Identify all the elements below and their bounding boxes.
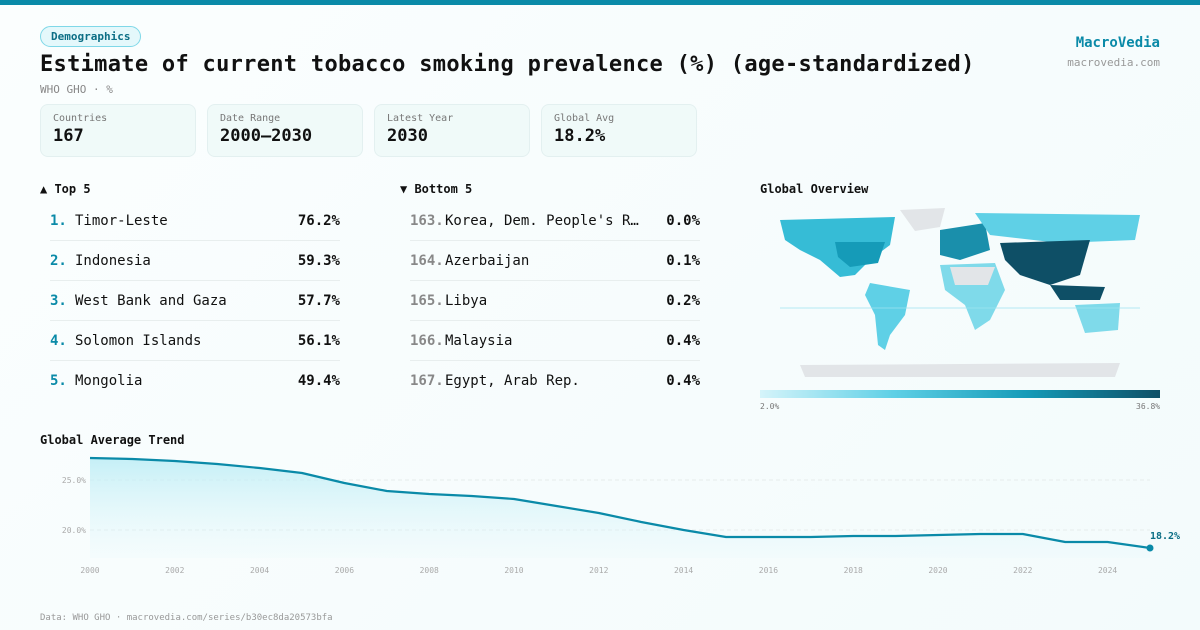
trend-heading: Global Average Trend — [40, 433, 185, 447]
map-asia — [1000, 240, 1090, 285]
stat-label: Global Avg — [554, 113, 615, 124]
x-tick-label: 2024 — [1098, 566, 1117, 575]
map-europe — [940, 223, 990, 260]
x-tick-label: 2018 — [844, 566, 863, 575]
stat-value: 18.2% — [554, 126, 606, 146]
list-item[interactable]: 1. Timor-Leste 76.2% — [50, 201, 340, 241]
rank-number: 4. — [50, 332, 67, 349]
country-value: 0.4% — [666, 332, 700, 349]
category-badge[interactable]: Demographics — [40, 26, 142, 47]
list-item[interactable]: 163. Korea, Dem. People's R… 0.0% — [410, 201, 700, 241]
x-tick-label: 2004 — [250, 566, 269, 575]
rank-number: 167. — [410, 373, 444, 389]
list-item[interactable]: 166. Malaysia 0.4% — [410, 321, 700, 361]
country-value: 59.3% — [297, 252, 340, 269]
country-name: Malaysia — [445, 332, 513, 349]
list-item[interactable]: 2. Indonesia 59.3% — [50, 241, 340, 281]
scale-min-label: 2.0% — [760, 402, 780, 411]
trend-chart: 20.0% 25.0% 2000 2002 2004 2006 2008 2010 2012 20… — [62, 456, 1180, 575]
page-subtitle: WHO GHO · % — [40, 83, 113, 96]
page-title: Estimate of current tobacco smoking prev… — [40, 52, 975, 77]
country-name: Mongolia — [75, 373, 143, 389]
country-value: 56.1% — [297, 332, 340, 349]
map-sahara — [950, 267, 995, 285]
country-name: Indonesia — [75, 252, 151, 269]
brand-url[interactable]: macrovedia.com — [1067, 56, 1160, 69]
stat-label: Countries — [53, 113, 108, 124]
list-item[interactable]: 4. Solomon Islands 56.1% — [50, 321, 340, 361]
country-value: 0.2% — [666, 292, 700, 309]
stat-global-avg: Global Avg 18.2% — [541, 104, 697, 157]
scale-max-label: 36.8% — [1136, 402, 1161, 411]
map-antarctica — [800, 363, 1120, 377]
country-name: Korea, Dem. People's R… — [445, 212, 639, 229]
world-map[interactable] — [760, 205, 1160, 380]
bottom5-list: 163. Korea, Dem. People's R… 0.0% 164. Azerb… — [410, 201, 700, 401]
country-value: 57.7% — [297, 292, 340, 309]
stat-date-range: Date Range 2000–2030 — [207, 104, 363, 157]
x-tick-label: 2022 — [1013, 566, 1032, 575]
country-value: 0.0% — [666, 212, 700, 229]
stat-countries: Countries 167 — [40, 104, 196, 157]
stat-value: 167 — [53, 126, 84, 146]
stat-value: 2030 — [387, 126, 428, 146]
x-tick-label: 2002 — [165, 566, 184, 575]
country-name: Libya — [445, 292, 488, 309]
x-tick-label: 2010 — [504, 566, 523, 575]
x-tick-label: 2012 — [589, 566, 608, 575]
map-russia — [975, 213, 1140, 243]
rank-number: 3. — [50, 292, 67, 309]
map-south-america — [865, 283, 910, 350]
country-name: Egypt, Arab Rep. — [445, 373, 580, 389]
footer-source: Data: WHO GHO · macrovedia.com/series/b3… — [40, 613, 333, 623]
stat-label: Date Range — [220, 113, 281, 124]
last-point-marker — [1146, 544, 1154, 552]
country-name: Solomon Islands — [75, 332, 202, 349]
map-se-asia — [1050, 285, 1105, 300]
stat-latest-year: Latest Year 2030 — [374, 104, 530, 157]
map-usa — [835, 242, 885, 267]
map-color-scale — [760, 390, 1160, 398]
trend-area — [90, 458, 1150, 558]
country-name: Timor-Leste — [75, 212, 168, 229]
country-value: 0.1% — [666, 252, 700, 269]
x-tick-label: 2016 — [759, 566, 778, 575]
rank-number: 1. — [50, 212, 67, 229]
country-name: Azerbaijan — [445, 252, 530, 269]
top5-heading: ▲ Top 5 — [40, 182, 91, 196]
country-value: 0.4% — [666, 373, 700, 389]
list-item[interactable]: 165. Libya 0.2% — [410, 281, 700, 321]
list-item[interactable]: 164. Azerbaijan 0.1% — [410, 241, 700, 281]
country-value: 76.2% — [297, 212, 340, 229]
country-value: 49.4% — [297, 373, 340, 389]
list-item[interactable]: 5. Mongolia 49.4% — [50, 361, 340, 401]
rank-number: 164. — [410, 252, 444, 269]
x-tick-label: 2000 — [80, 566, 99, 575]
stat-label: Latest Year — [387, 113, 454, 124]
x-tick-label: 2020 — [928, 566, 947, 575]
rank-number: 163. — [410, 212, 444, 229]
rank-number: 165. — [410, 292, 444, 309]
last-value-label: 18.2% — [1150, 531, 1180, 542]
y-tick-label: 25.0% — [62, 476, 86, 485]
x-tick-label: 2006 — [335, 566, 354, 575]
list-item[interactable]: 167. Egypt, Arab Rep. 0.4% — [410, 361, 700, 401]
rank-number: 5. — [50, 373, 67, 389]
x-tick-label: 2014 — [674, 566, 693, 575]
stat-value: 2000–2030 — [220, 126, 313, 146]
map-greenland — [900, 208, 945, 231]
brand-name[interactable]: MacroVedia — [1075, 35, 1160, 51]
top-accent-bar — [0, 0, 1200, 5]
map-australia — [1075, 303, 1120, 333]
rank-number: 2. — [50, 252, 67, 269]
rank-number: 166. — [410, 332, 444, 349]
country-name: West Bank and Gaza — [75, 292, 227, 309]
y-tick-label: 20.0% — [62, 526, 86, 535]
top5-list: 1. Timor-Leste 76.2% 2. Indonesia 59.3% 3. West… — [50, 201, 340, 401]
map-heading: Global Overview — [760, 182, 869, 196]
trend-line — [89, 456, 1151, 550]
x-tick-label: 2008 — [420, 566, 439, 575]
bottom5-heading: ▼ Bottom 5 — [400, 182, 473, 196]
list-item[interactable]: 3. West Bank and Gaza 57.7% — [50, 281, 340, 321]
